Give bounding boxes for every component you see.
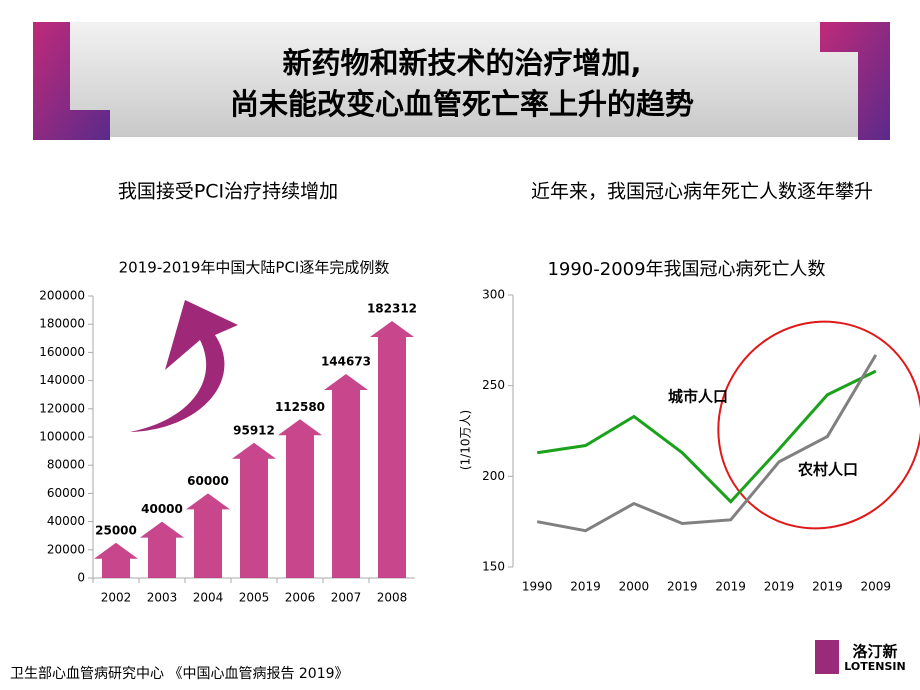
y-tick-label: 0: [77, 571, 85, 585]
value-label: 182312: [367, 301, 417, 315]
series-label: 农村人口: [797, 461, 858, 479]
y-tick-label: 40000: [47, 514, 85, 528]
x-tick-label: 2019: [715, 580, 746, 594]
x-tick-label: 2004: [193, 591, 224, 605]
y-tick-label: 60000: [47, 486, 85, 500]
subtitle: 近年来，我国冠心病年死亡人数逐年攀升: [531, 181, 873, 203]
logo-mark: [815, 640, 839, 674]
bar: [232, 442, 276, 578]
slide-title: 新药物和新技术的治疗增加,: [282, 46, 641, 80]
x-tick-label: 2007: [331, 591, 362, 605]
y-tick-label: 250: [482, 378, 505, 392]
bar: [370, 320, 414, 578]
x-tick-label: 2008: [377, 591, 408, 605]
y-tick-label: 180000: [39, 317, 85, 331]
x-tick-label: 2002: [101, 591, 132, 605]
series-label: 城市人口: [668, 388, 728, 406]
y-tick-label: 150: [482, 560, 505, 574]
bar: [186, 493, 230, 578]
logo-text: LOTENSIN: [844, 660, 905, 673]
y-axis-label: (1/10万人): [459, 410, 473, 470]
x-tick-label: 2005: [239, 591, 270, 605]
y-tick-label: 200000: [39, 289, 85, 303]
bar: [278, 419, 322, 578]
title-band: [40, 22, 885, 137]
value-label: 60000: [187, 474, 229, 488]
y-tick-label: 300: [482, 288, 505, 302]
logo-text: 洛汀新: [852, 643, 897, 661]
series-line: [536, 369, 877, 504]
y-tick-label: 160000: [39, 345, 85, 359]
value-label: 112580: [275, 400, 325, 414]
y-tick-label: 120000: [39, 401, 85, 415]
x-tick-label: 2009: [861, 580, 892, 594]
value-label: 95912: [233, 423, 275, 437]
x-tick-label: 1990: [522, 580, 553, 594]
highlight-ellipse: [717, 320, 920, 530]
bar: [94, 542, 138, 578]
y-tick-label: 140000: [39, 373, 85, 387]
series-line: [536, 354, 878, 533]
value-label: 144673: [321, 355, 371, 369]
decor-arrow: [130, 300, 238, 432]
slide-title: 尚未能改变心血管死亡率上升的趋势: [230, 87, 694, 121]
bar: [140, 521, 184, 578]
value-label: 40000: [141, 502, 183, 516]
y-tick-label: 20000: [47, 542, 85, 556]
bar: [324, 374, 368, 578]
bracket-right: [820, 22, 890, 140]
x-tick-label: 2003: [147, 591, 178, 605]
y-tick-label: 100000: [39, 430, 85, 444]
chart-title: 2019-2019年中国大陆PCI逐年完成例数: [119, 259, 390, 277]
x-tick-label: 2000: [619, 580, 650, 594]
bracket-left: [33, 22, 110, 140]
y-tick-label: 200: [482, 469, 505, 483]
x-tick-label: 2019: [667, 580, 698, 594]
value-label: 25000: [95, 523, 137, 537]
y-tick-label: 80000: [47, 458, 85, 472]
x-tick-label: 2019: [570, 580, 601, 594]
x-tick-label: 2019: [764, 580, 795, 594]
subtitle: 我国接受PCI治疗持续增加: [118, 181, 338, 203]
x-tick-label: 2006: [285, 591, 316, 605]
x-tick-label: 2019: [812, 580, 843, 594]
source: 卫生部心血管病研究中心 《中国心血管病报告 2019》: [10, 666, 349, 682]
chart-title: 1990-2009年我国冠心病死亡人数: [547, 259, 825, 280]
